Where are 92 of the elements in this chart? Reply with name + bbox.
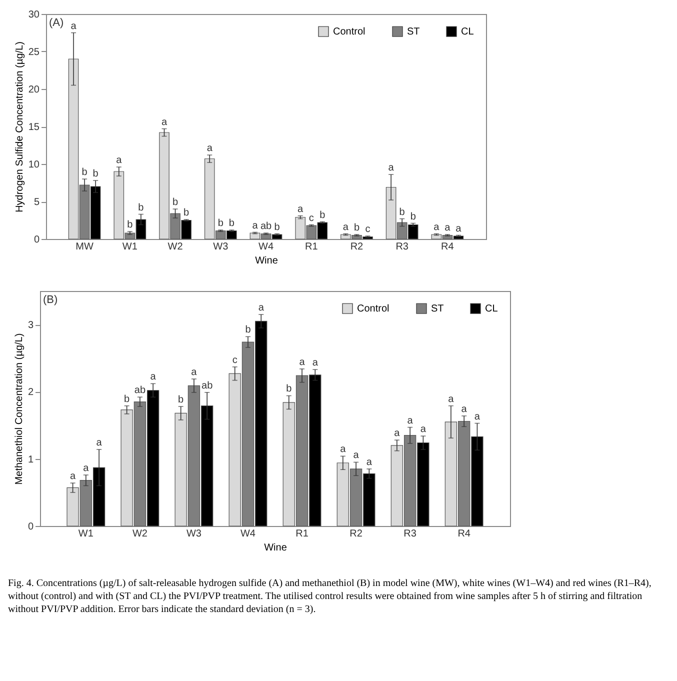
data-label: a — [420, 424, 426, 436]
data-label: a — [96, 437, 102, 448]
y-tick-label: 2 — [28, 387, 34, 398]
data-label: a — [444, 222, 451, 234]
x-tick-label: W4 — [240, 528, 256, 540]
data-label: b — [286, 384, 292, 395]
data-label: b — [184, 208, 190, 218]
data-label: a — [456, 223, 462, 234]
data-label: ab — [260, 221, 272, 232]
data-label: b — [228, 218, 235, 229]
data-label: a — [353, 450, 360, 462]
data-label: a — [312, 358, 318, 369]
y-tick-label: 15 — [28, 122, 40, 133]
data-label: a — [70, 471, 76, 482]
data-label: b — [354, 222, 360, 234]
data-label: a — [116, 155, 122, 166]
data-label: a — [407, 415, 414, 426]
legend-label: Control — [333, 26, 366, 38]
data-label: b — [320, 210, 326, 221]
x-tick-label: W3 — [213, 242, 229, 252]
data-label: a — [252, 220, 258, 232]
y-tick-label: 5 — [34, 197, 40, 208]
data-label: a — [258, 302, 264, 314]
data-label: a — [448, 394, 454, 405]
x-tick-label: R3 — [404, 528, 417, 540]
data-label: a — [366, 456, 372, 468]
legend-label: ST — [407, 26, 420, 38]
data-label: a — [161, 116, 168, 128]
x-axis-title: Wine — [255, 256, 278, 266]
y-tick-label: 3 — [28, 320, 34, 332]
data-label: c — [365, 224, 370, 235]
data-label: b — [178, 394, 184, 406]
data-label: ab — [134, 385, 146, 396]
x-tick-label: R4 — [441, 242, 454, 252]
data-label: a — [340, 444, 346, 456]
data-label: a — [70, 20, 77, 32]
x-tick-label: MW — [76, 242, 94, 252]
data-label: b — [138, 202, 144, 214]
data-label: ab — [202, 380, 214, 392]
data-label: a — [474, 411, 480, 422]
x-tick-label: R3 — [396, 242, 409, 252]
x-tick-label: W3 — [186, 528, 202, 540]
y-axis-title: Hydrogen Sulfide Concentration (µg/L) — [14, 42, 26, 212]
y-tick-label: 20 — [28, 84, 40, 96]
data-label: b — [92, 168, 99, 180]
x-tick-label: W2 — [168, 242, 184, 252]
y-tick-label: 25 — [28, 47, 40, 58]
legend-label: Control — [357, 304, 390, 315]
x-tick-label: W1 — [122, 242, 138, 252]
data-label: b — [410, 211, 416, 222]
data-label: a — [434, 222, 440, 233]
data-label: b — [274, 222, 280, 233]
x-tick-label: R1 — [296, 528, 309, 540]
x-axis-title: Wine — [264, 542, 288, 554]
x-tick-label: W2 — [132, 528, 148, 540]
data-label: c — [308, 212, 314, 224]
data-label: b — [172, 197, 178, 208]
caption: Fig. 4. Concentrations (µg/L) of salt-releasable hydrogen sulfide (A) and methanethiol (B) in model wine (MW), white wines (W1–W4) and red wines (R1–R4), without (control) and with (ST and CL) the PVI/PVP treatment. The utilised control results were obtained from wine samples after 5 h of stirring and filtration without PVI/PVP addition. Error bars indicate the standard deviation (n = 3). — [8, 577, 652, 616]
data-label: b — [127, 220, 134, 230]
data-label: b — [399, 206, 406, 218]
data-label: a — [461, 404, 468, 415]
y-axis-title: Methanethiol Concentration (µg/L) — [14, 333, 25, 485]
y-tick-label: 0 — [34, 234, 40, 246]
legend-label: ST — [431, 304, 444, 315]
x-tick-label: W4 — [258, 242, 274, 252]
annotation: (A) — [49, 17, 64, 29]
x-tick-label: W1 — [78, 528, 94, 540]
data-label: b — [82, 167, 88, 178]
data-label: a — [206, 143, 213, 154]
legend-label: CL — [461, 26, 474, 38]
data-label: b — [124, 394, 130, 405]
data-label: a — [299, 356, 306, 368]
data-label: a — [394, 428, 400, 440]
y-tick-label: 10 — [28, 160, 40, 170]
data-label: b — [218, 218, 224, 229]
data-label: a — [298, 204, 304, 215]
x-tick-label: R2 — [350, 242, 364, 252]
data-label: a — [83, 462, 90, 474]
annotation: (B) — [43, 294, 58, 306]
y-tick-label: 1 — [28, 454, 34, 466]
x-tick-label: R1 — [304, 242, 318, 252]
data-label: a — [150, 372, 156, 383]
y-tick-label: 30 — [28, 10, 40, 20]
data-label: a — [191, 366, 198, 378]
data-label: b — [245, 324, 252, 336]
x-tick-label: R2 — [350, 528, 363, 540]
legend-label: CL — [485, 304, 498, 315]
data-label: a — [388, 162, 394, 174]
y-tick-label: 0 — [28, 522, 34, 532]
x-tick-label: R4 — [458, 528, 471, 540]
data-label: a — [342, 222, 349, 233]
data-label: c — [232, 354, 238, 366]
